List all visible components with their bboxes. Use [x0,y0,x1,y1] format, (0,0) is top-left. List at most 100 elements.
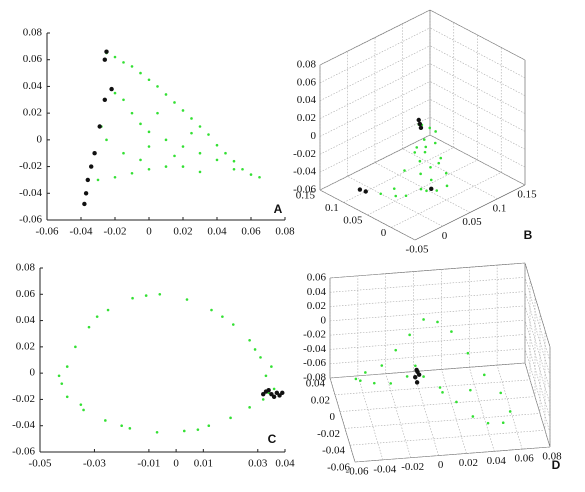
point [429,178,433,182]
point [437,161,441,165]
point [95,315,99,318]
point [424,145,428,149]
grid-line [329,348,526,365]
x-tick-label: -0.05 [406,244,429,256]
point [380,364,384,367]
z-tick-label: -0.04 [293,166,316,178]
grid-line [524,291,551,376]
point [231,323,235,326]
point [79,403,83,406]
point [229,416,232,420]
point [164,165,168,168]
point [113,91,117,95]
point [466,351,470,355]
point [147,167,151,171]
point [259,356,262,359]
x-tick-label: -0.06 [346,466,369,478]
point [128,427,132,430]
point [122,98,125,102]
point [423,150,427,154]
grid-line [344,413,541,429]
y-tick-label: -0.02 [317,428,340,440]
x-tick-label: -0.05 [29,458,52,470]
grid-line [334,379,531,396]
point [156,111,159,115]
y-tick-label: 0.05 [343,215,363,227]
x-tick-label: 0 [146,226,152,238]
y-tick-label: 0.04 [16,314,36,326]
point [357,187,363,192]
grid-line [413,371,439,456]
point [270,365,273,368]
point [418,159,422,163]
point [147,130,151,134]
z-tick-label: -0.04 [303,343,326,355]
point [122,151,125,155]
point [436,320,439,324]
point [280,390,285,396]
point [102,97,108,102]
point [155,430,159,434]
grid-line [524,320,551,405]
point [429,186,434,192]
point [87,325,91,329]
point [198,170,202,174]
point [414,380,420,385]
point [501,421,505,425]
point [415,146,419,149]
point [185,298,189,301]
y-tick-label: 0.06 [16,288,36,300]
point [408,333,411,337]
y-tick-label: 0 [37,133,43,145]
point [97,124,102,129]
grid-line [524,334,551,419]
y-tick-label: -0.04 [19,187,42,199]
z-tick-label: -0.08 [303,372,326,384]
point [455,400,458,404]
point [482,373,486,377]
point [438,386,442,389]
point [181,109,185,112]
grid-line [524,277,551,362]
grid-line [524,262,551,348]
grid-line [329,262,526,279]
point [139,158,142,162]
point [57,374,61,378]
point [422,318,425,321]
grid-line [329,362,526,379]
x-tick-label: 0 [438,459,444,471]
point [354,377,358,381]
point [130,65,134,68]
y-tick-label: 0.08 [16,262,36,274]
point [131,296,134,300]
x-tick-label: 0.15 [517,189,537,201]
y-tick-label: 0.1 [325,202,339,214]
z-tick-label: 0.06 [297,76,317,88]
point [147,78,151,82]
point [198,125,202,128]
x-tick-label: 0.06 [515,453,535,465]
y-tick-label: 0.08 [23,27,43,39]
point [404,194,408,198]
x-tick-label: 0.02 [459,457,478,469]
point [196,428,200,431]
grid-line [496,365,523,450]
x-tick-label: -0.04 [70,226,93,238]
point [82,408,85,412]
point [139,71,142,75]
point [210,308,213,312]
z-tick-label: 0.02 [307,300,326,312]
y-tick-label: 0 [330,411,336,423]
point [499,391,503,395]
point [182,429,186,433]
grid-line [329,291,526,307]
point [104,49,109,54]
y-tick-label: 0.02 [16,340,35,352]
point [272,387,276,391]
point [173,101,176,104]
x-tick-label: 0.06 [241,226,261,238]
point [65,365,69,368]
point [372,381,376,385]
x-tick-label: 0.04 [275,458,295,470]
grid-line [319,116,431,173]
